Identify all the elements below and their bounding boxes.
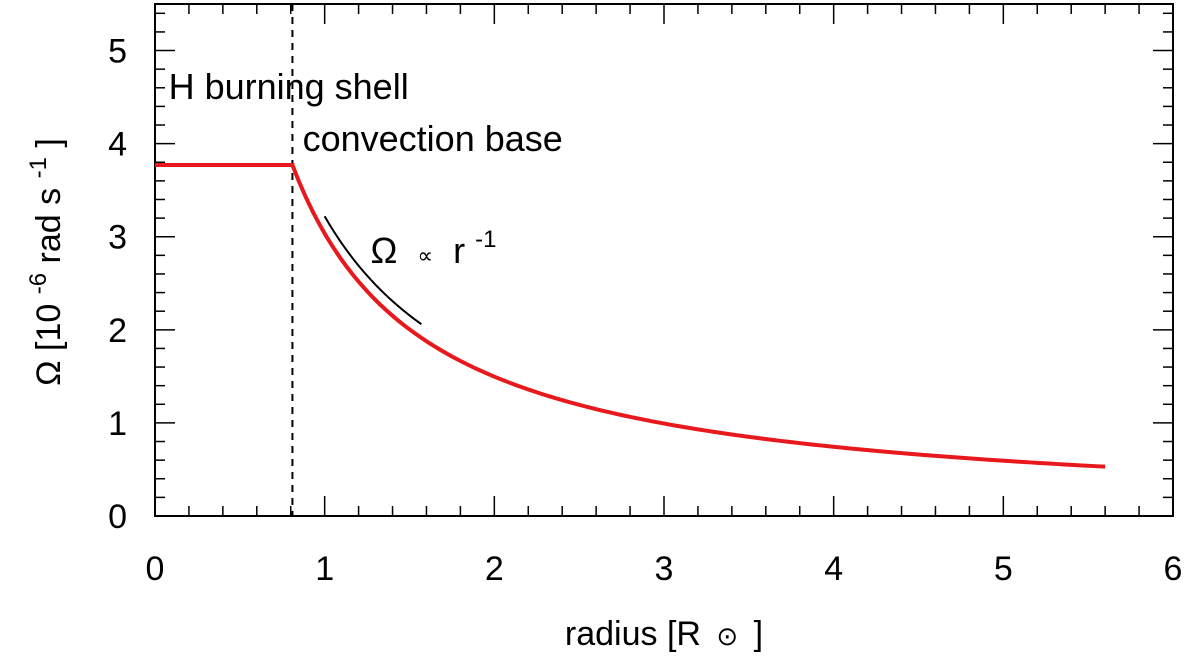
y-axis-title-prefix: Ω [10	[30, 304, 68, 386]
tick-labels: 0 1 2 3 4 5 6 0 1 2 3 4 5	[108, 33, 1182, 588]
x-axis-title-symbol: ⊙	[716, 621, 738, 651]
annotation-h-burning-shell: H burning shell	[169, 66, 409, 107]
y-axis-title: Ω [10 -6 rad s -1 ]	[16, 138, 68, 386]
omega-law-r: r	[453, 230, 465, 271]
x-axis-title-close: ]	[754, 615, 763, 653]
y-tick-label: 3	[108, 219, 127, 257]
series-inverse-r-reference	[323, 215, 422, 326]
y-tick-label: 5	[108, 33, 127, 71]
omega-law-exp: -1	[475, 226, 496, 253]
x-tick-label: 4	[824, 550, 843, 588]
x-tick-label: 5	[994, 550, 1013, 588]
x-tick-label: 2	[485, 550, 504, 588]
series-angular-velocity-profile	[155, 163, 1106, 469]
y-tick-label: 1	[108, 405, 127, 443]
y-axis-title-exp2: -1	[25, 157, 52, 178]
x-axis-title: radius [R ⊙ ]	[565, 615, 763, 653]
omega-law-omega: Ω	[370, 230, 397, 271]
x-tick-label: 1	[315, 550, 334, 588]
annotation-omega-law: Ω ∝ r -1	[370, 226, 496, 271]
annotation-convection-base: convection base	[303, 118, 563, 159]
y-tick-label: 2	[108, 312, 127, 350]
x-tick-label: 6	[1164, 550, 1183, 588]
x-tick-label: 0	[146, 550, 165, 588]
y-tick-label: 4	[108, 126, 127, 164]
y-axis-title-exp1: -6	[25, 273, 52, 294]
x-axis-title-main: radius [R	[565, 615, 701, 653]
y-tick-label: 0	[108, 498, 127, 536]
y-axis-title-mid: rad s	[30, 188, 68, 264]
x-tick-label: 3	[655, 550, 674, 588]
axis-ticks	[154, 4, 1174, 517]
y-axis-title-close: ]	[30, 138, 68, 147]
omega-law-prop: ∝	[417, 243, 433, 268]
